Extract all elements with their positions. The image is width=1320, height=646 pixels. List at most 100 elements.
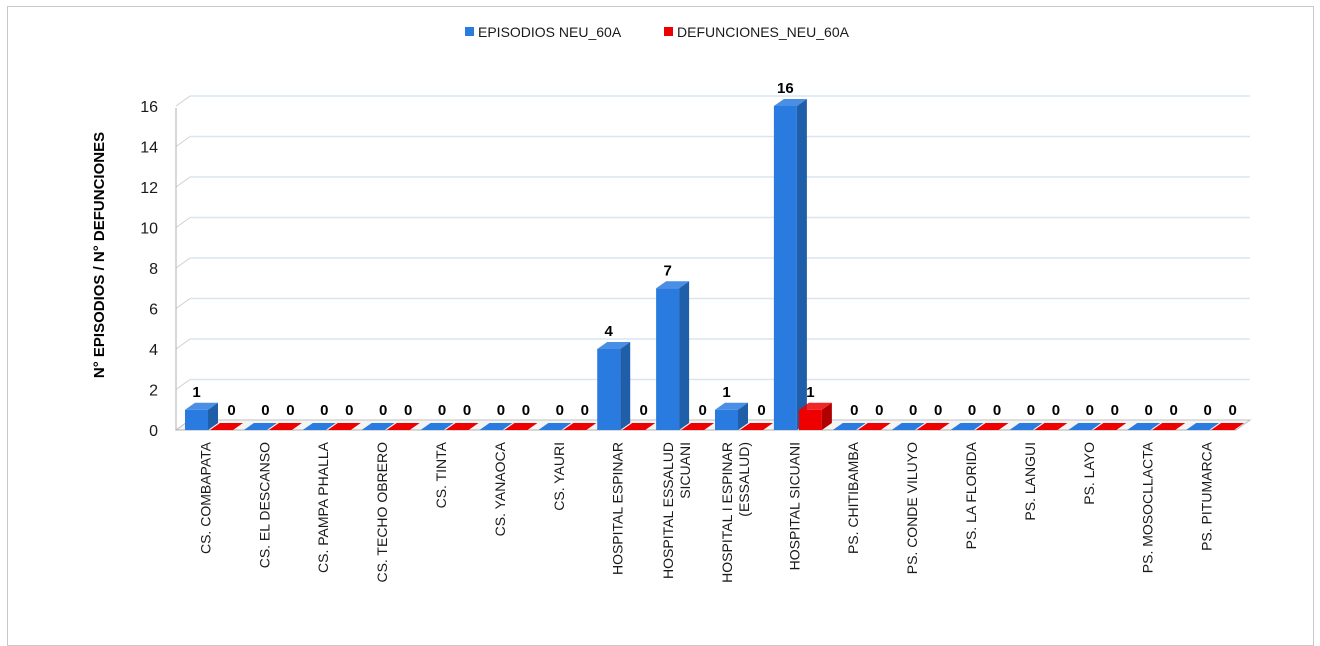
category-label: HOSPITAL SICUANI [786, 442, 802, 570]
data-label: 0 [757, 402, 765, 419]
data-label: 0 [556, 402, 564, 419]
episodios-bar [1068, 423, 1102, 430]
y-tick-label: 4 [149, 342, 158, 359]
defunciones-bar [1034, 423, 1068, 430]
bar-side [796, 99, 807, 430]
category-label-line: (ESSALUD) [736, 442, 752, 517]
defunciones-bar [268, 423, 302, 430]
data-label: 0 [968, 402, 976, 419]
y-tick-label: 6 [149, 302, 158, 319]
category-label: CS. EL DESCANSO [256, 442, 272, 568]
episodios-bar [1009, 423, 1043, 430]
data-label: 0 [227, 402, 235, 419]
side-gridline [175, 298, 191, 309]
category-label-line: PS. PITUMARCA [1199, 441, 1215, 551]
data-label: 0 [286, 402, 294, 419]
category-label-line: HOSPITAL ESSALUD [660, 442, 676, 579]
y-tick-label: 12 [140, 180, 158, 197]
defunciones-bar [857, 423, 891, 430]
data-label: 0 [1203, 402, 1211, 419]
bar-top [185, 402, 218, 410]
bar-top [597, 342, 631, 349]
side-gridline [175, 176, 191, 188]
data-label: 0 [640, 402, 648, 419]
category-label-line: PS. CHITIBAMBA [845, 441, 861, 554]
data-label: 0 [438, 402, 446, 419]
episodios-bar [715, 409, 738, 430]
data-label: 1 [192, 384, 200, 401]
defunciones-bar [504, 423, 538, 430]
category-label-line: PS. CONDE VILUYO [904, 442, 920, 574]
category-label: HOSPITAL ESSALUD SICUANI [660, 442, 693, 579]
category-label: PS. LAYO [1081, 442, 1097, 505]
data-label: 0 [993, 402, 1001, 419]
category-label-line: CS. EL DESCANSO [256, 442, 272, 568]
category-label: CS. PAMPA PHALLA [315, 441, 331, 573]
side-gridline [175, 338, 191, 350]
category-label: CS. TINTA [433, 441, 449, 508]
y-tick-label: 14 [140, 140, 158, 157]
legend-label-defunciones: DEFUNCIONES_NEU_60A [677, 24, 850, 40]
defunciones-bar [386, 423, 420, 430]
category-label: CS. TECHO OBRERO [374, 442, 390, 583]
category-label-line: CS. COMBAPATA [197, 441, 213, 554]
data-label: 16 [777, 80, 794, 97]
bar-top [656, 281, 690, 289]
data-label: 1 [722, 384, 730, 401]
category-label: HOSPITAL I ESPINAR (ESSALUD) [719, 442, 752, 583]
category-label-line: CS. YAURI [551, 442, 567, 511]
y-axis-title: N° EPISODIOS / N° DEFUNCIONES [91, 132, 108, 378]
side-gridline [175, 257, 191, 269]
data-label: 0 [1145, 402, 1153, 419]
side-gridline [175, 95, 191, 107]
bar-side [738, 402, 748, 430]
episodios-bar [891, 423, 925, 430]
bar-top [798, 402, 832, 410]
category-label-line: PS. LAYO [1081, 442, 1097, 505]
defunciones-bar [740, 423, 773, 430]
episodios-bar [773, 106, 797, 430]
defunciones-bar [622, 423, 656, 430]
defunciones-bar [445, 423, 479, 430]
defunciones-bar [798, 409, 822, 430]
defunciones-bar [681, 423, 715, 430]
data-label: 0 [1052, 402, 1060, 419]
y-tick-label: 2 [149, 383, 158, 400]
data-label: 0 [1027, 402, 1035, 419]
data-label: 0 [497, 402, 505, 419]
data-label: 0 [934, 402, 942, 419]
episodios-bar [302, 423, 336, 430]
episodios-bar [656, 288, 680, 430]
episodios-bar [538, 423, 572, 430]
defunciones-bar [975, 423, 1009, 430]
data-label: 0 [1170, 402, 1178, 419]
data-label: 0 [698, 402, 706, 419]
data-label: 0 [522, 402, 530, 419]
category-label: PS. CHITIBAMBA [845, 441, 861, 554]
category-label-line: PS. LA FLORIDA [963, 441, 979, 549]
data-label: 0 [1111, 402, 1119, 419]
side-gridline [175, 217, 191, 228]
legend-swatch-episodios [465, 27, 474, 36]
category-label: PS. PITUMARCA [1199, 441, 1215, 551]
category-label-line: PS. MOSOCLLACTA [1140, 441, 1156, 573]
bar-side [208, 402, 218, 430]
bar-side [679, 281, 690, 430]
category-label-line: SICUANI [677, 442, 693, 499]
episodios-bar [185, 409, 208, 430]
legend-swatch-defunciones [664, 27, 673, 36]
category-label: PS. CONDE VILUYO [904, 442, 920, 574]
category-label: PS. MOSOCLLACTA [1140, 441, 1156, 573]
side-gridline [175, 379, 191, 390]
data-label: 0 [379, 402, 387, 419]
category-label-line: HOSPITAL SICUANI [786, 442, 802, 570]
side-gridline [175, 136, 191, 147]
data-label: 0 [404, 402, 412, 419]
data-label: 0 [1086, 402, 1094, 419]
defunciones-bar [916, 423, 950, 430]
defunciones-bar [1211, 423, 1245, 430]
bar-side [821, 402, 832, 430]
category-label-line: CS. YANAOCA [492, 441, 508, 536]
category-label-line: HOSPITAL ESPINAR [610, 442, 626, 575]
y-tick-label: 16 [140, 99, 158, 116]
